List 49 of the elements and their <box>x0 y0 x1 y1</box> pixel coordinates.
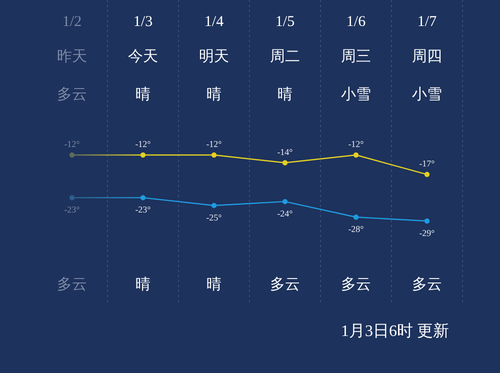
text: 今天 <box>128 48 158 65</box>
text: 多云 <box>341 276 371 293</box>
data-label: -12° <box>135 139 152 149</box>
text: 晴 <box>206 276 222 293</box>
text: 晴 <box>278 86 292 103</box>
point <box>140 195 146 200</box>
data-label: -17° <box>419 158 436 168</box>
x-tick-label: 1/2 <box>62 14 82 30</box>
data-label: -14° <box>277 146 294 157</box>
point <box>353 214 359 220</box>
point <box>282 198 288 204</box>
data-label: -29° <box>419 228 436 238</box>
text: 多云 <box>412 276 442 293</box>
text: 周二 <box>270 49 300 65</box>
x-tick-label: 1/3 <box>133 14 153 30</box>
text: 1月3日6时 更新 <box>341 322 449 340</box>
text: 晴 <box>136 276 150 293</box>
data-label: -24° <box>277 208 294 219</box>
text: 周四 <box>412 49 442 65</box>
point <box>211 152 217 158</box>
x-tick-label: 1/4 <box>204 14 224 30</box>
text: 明天 <box>199 49 229 65</box>
text: 周三 <box>341 49 371 65</box>
data-label: -25° <box>206 212 222 222</box>
text: 多云 <box>57 276 87 293</box>
x-tick-label: 1/7 <box>417 14 438 30</box>
point <box>353 152 359 158</box>
point <box>211 202 217 208</box>
data-label: -23° <box>135 204 152 215</box>
text: 多云 <box>270 276 300 293</box>
text: 多云 <box>57 86 87 103</box>
text: 晴 <box>136 86 150 103</box>
data-label: -12° <box>348 139 364 149</box>
x-tick-label: 1/6 <box>346 14 366 30</box>
point <box>424 218 430 224</box>
text: 晴 <box>206 86 222 103</box>
point <box>69 195 75 200</box>
data-label: -12° <box>64 139 80 149</box>
point <box>69 152 75 158</box>
text: 小雪 <box>412 86 442 103</box>
point <box>140 152 146 158</box>
point <box>282 160 288 166</box>
point <box>424 172 430 178</box>
data-label: -28° <box>348 224 364 234</box>
data-label: -12° <box>206 139 222 149</box>
x-tick-label: 1/5 <box>275 14 295 30</box>
text: 昨天 <box>57 48 87 65</box>
text: 小雪 <box>341 86 371 103</box>
data-label: -23° <box>64 204 80 215</box>
